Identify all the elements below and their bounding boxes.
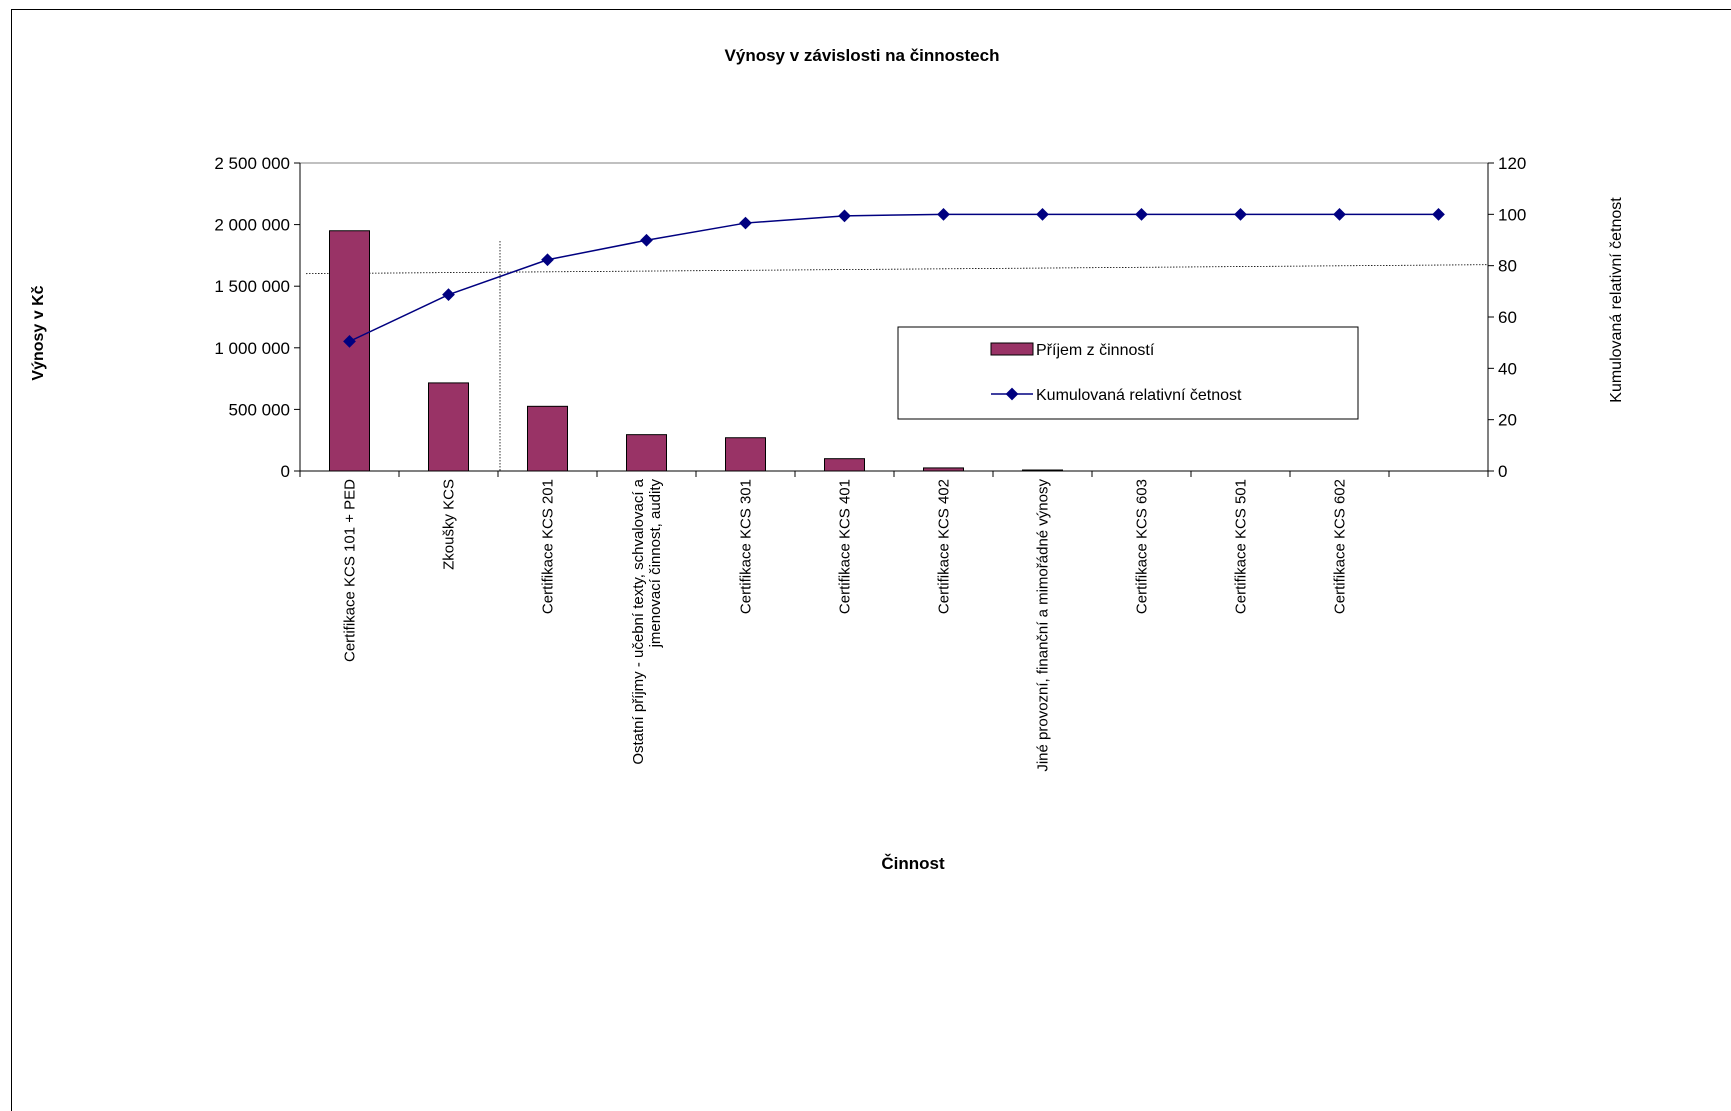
line-point xyxy=(1234,207,1247,221)
line-point xyxy=(442,288,455,302)
x-tick-label: Jiné provozní, finanční a mimořádné výno… xyxy=(1035,479,1052,772)
x-tick-label-text: Certifikace KCS 602 xyxy=(1332,479,1349,614)
x-tick-label: Certifikace KCS 101 + PED xyxy=(342,479,359,662)
cumulative-line xyxy=(349,213,1439,343)
line-point xyxy=(1333,207,1346,221)
x-tick-label-text: Certifikace KCS 402 xyxy=(936,479,953,614)
x-tick-label-text: Certifikace KCS 101 + PED xyxy=(342,479,359,662)
bar-series xyxy=(329,230,1063,472)
x-tick-label-text: Certifikace KCS 201 xyxy=(540,479,557,614)
x-tick-label: Certifikace KCS 402 xyxy=(936,479,953,614)
legend-bar-label: Příjem z činností xyxy=(1036,342,1155,359)
legend-line-label: Kumulovaná relativní četnost xyxy=(1036,387,1242,404)
line-point xyxy=(838,209,851,223)
x-axis-label: Činnost xyxy=(881,854,945,873)
y2-tick-label: 0 xyxy=(1498,462,1507,481)
x-tick-label-text: Jiné provozní, finanční a mimořádné výno… xyxy=(1035,479,1052,772)
line-point xyxy=(1432,207,1445,221)
x-tick-label-text: Certifikace KCS 603 xyxy=(1134,479,1151,614)
y2-tick-label: 80 xyxy=(1498,257,1517,276)
y-tick-label: 2 000 000 xyxy=(214,216,290,235)
y2-tick-label: 100 xyxy=(1498,205,1526,224)
y-tick-label: 1 000 000 xyxy=(214,339,290,358)
x-tick-label: Certifikace KCS 401 xyxy=(837,479,854,614)
threshold-80-line xyxy=(305,264,1489,275)
y-tick-label: 0 xyxy=(281,462,290,481)
x-tick-label: Zkoušky KCS xyxy=(441,479,458,570)
x-tick-label: Certifikace KCS 603 xyxy=(1134,479,1151,614)
bar xyxy=(626,434,667,472)
x-tick-labels: Certifikace KCS 101 + PED Zkoušky KCS Cert… xyxy=(342,478,1349,771)
y2-tick-label: 20 xyxy=(1498,411,1517,430)
bar xyxy=(329,230,370,472)
x-tick-label: Certifikace KCS 602 xyxy=(1332,479,1349,614)
bar xyxy=(428,382,469,472)
x-tick-label-text: Ostatní příjmy - učební texty, schvalova… xyxy=(630,478,664,764)
legend-bar-swatch xyxy=(990,342,1034,356)
line-point xyxy=(739,216,752,230)
x-tick-label: Certifikace KCS 201 xyxy=(540,479,557,614)
y-tick-label: 500 000 xyxy=(229,400,290,419)
x-tick-label-text: Certifikace KCS 401 xyxy=(837,479,854,614)
x-tick-label: Certifikace KCS 301 xyxy=(738,479,755,614)
line-point xyxy=(1135,207,1148,221)
legend: Příjem z činností Kumulovaná relativní č… xyxy=(897,326,1359,420)
x-tick-label-text: Zkoušky KCS xyxy=(441,479,458,570)
reference-lines xyxy=(305,241,1489,471)
x-tick-label-text: Certifikace KCS 501 xyxy=(1233,479,1250,614)
bar xyxy=(725,437,766,472)
y-tick-label: 1 500 000 xyxy=(214,277,290,296)
y2-tick-label: 120 xyxy=(1498,154,1526,173)
legend-box xyxy=(897,326,1359,420)
y-tick-label: 2 500 000 xyxy=(214,154,290,173)
bar xyxy=(824,458,865,472)
line-point xyxy=(541,253,554,267)
axes: 0 500 000 1 000 000 1 500 000 2 000 000 2 500… xyxy=(214,154,1526,481)
y2-tick-label: 60 xyxy=(1498,308,1517,327)
chart-frame xyxy=(11,9,1731,1111)
x-tick-label-text: Certifikace KCS 301 xyxy=(738,479,755,614)
y2-axis-label: Kumulovaná relativní četnost xyxy=(1608,197,1625,403)
line-point xyxy=(1036,207,1049,221)
x-tick-label: Ostatní příjmy - učební texty, schvalova… xyxy=(630,478,664,764)
plot-area xyxy=(299,162,1489,472)
line-point xyxy=(640,233,653,247)
x-tick-label: Certifikace KCS 501 xyxy=(1233,479,1250,614)
bar xyxy=(527,405,568,472)
line-point xyxy=(343,335,356,348)
y-axis-label: Výnosy v Kč xyxy=(30,285,47,380)
line-point xyxy=(937,207,950,221)
y2-tick-label: 40 xyxy=(1498,359,1517,378)
chart-title: Výnosy v závislosti na činnostech xyxy=(725,46,1000,65)
